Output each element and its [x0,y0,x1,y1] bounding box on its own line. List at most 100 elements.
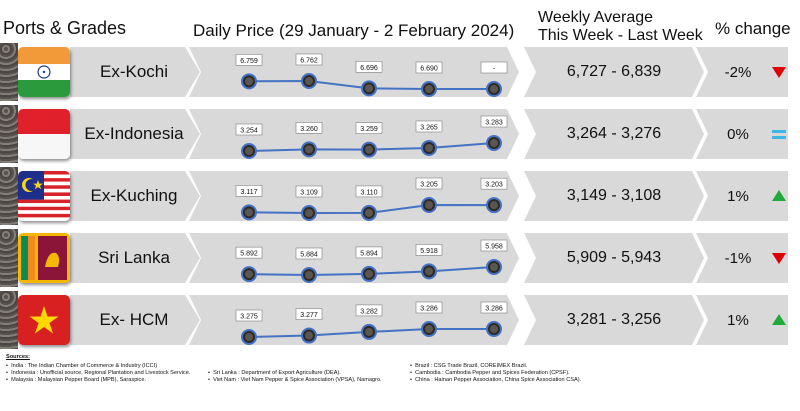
percent-change-value: 1% [727,311,749,329]
daily-price-header: Daily Price (29 January - 2 February 202… [193,21,515,40]
pepper-icon [245,147,253,155]
sources-col-3: • Brazil : CSG Trade Brazil, COREIMEX Br… [410,363,581,385]
pepper-background [0,105,18,163]
price-data-label: 3.254 [240,128,258,135]
source-item: • Cambodia : Cambodia Pepper and Spices … [410,370,570,377]
up-arrow-icon [772,314,786,325]
price-label-box [355,185,383,198]
name-banner [70,109,200,159]
pepper-icon [305,271,313,279]
price-label-box [355,304,383,317]
weekly-average-value: 3,264 - 3,276 [566,125,662,142]
price-label-box [415,244,443,256]
price-label-box [480,301,508,314]
price-row: Ex- HCM 3.275 3.277 3.282 3.286 3.286 3,281 - … [0,291,800,349]
percent-change-value: 0% [727,125,749,143]
pepper-icon [425,325,433,333]
pepper-icon [490,325,498,333]
source-item: • Brazil : CSG Trade Brazil, COREIMEX Br… [410,363,528,369]
pepper-background [0,229,18,287]
pepper-icon [305,77,313,85]
weekly-average-header: Weekly Average This Week - Last Week [538,9,703,45]
price-label-box [235,309,263,322]
source-item: • Indonesia : Unofficial source, Regiona… [6,370,191,377]
pepper-icon [490,139,498,147]
weekly-header-line2: This Week - Last Week [538,27,703,44]
ports-grades-header: Ports & Grades [3,18,127,38]
name-banner [70,295,200,345]
pepper-icon [305,145,313,154]
down-arrow-icon [772,67,786,78]
price-data-label: - [493,66,496,73]
price-label-box [415,177,443,190]
price-data-label: 5.892 [240,251,258,258]
pepper-icon [365,208,373,217]
name-banner [70,47,200,97]
pct-panel [696,233,788,283]
daily-price-chart: 3.117 3.109 3.110 3.205 3.203 [189,171,519,221]
pepper-background [0,291,18,349]
pct-panel [696,171,788,221]
port-grade-name: Ex-Indonesia [84,124,184,143]
pepper-icon [490,85,498,93]
pepper-icon [305,209,313,217]
source-item: • India : The Indian Chamber of Commerce… [6,363,158,369]
percent-change-value: 1% [727,187,749,205]
price-label-box [355,246,383,259]
india-flag [18,47,70,97]
name-banner [70,233,200,283]
pepper-icon [365,327,373,336]
price-label-box [355,122,383,134]
percent-change-value: -2% [724,63,752,81]
vietnam-flag [18,295,70,345]
weekly-panel [524,295,704,345]
price-row: Ex-Kuching 3.117 3.109 3.110 3.205 3.203 3,149… [0,167,800,225]
price-data-label: 6.690 [420,66,438,73]
price-data-label: 6.759 [240,58,258,65]
daily-price-chart: 3.254 3.260 3.259 3.265 3.283 [189,109,519,159]
price-data-label: 3.109 [300,190,318,197]
srilanka-flag [18,233,70,283]
price-label-box [235,185,263,197]
pepper-icon [490,201,498,210]
price-label-box [355,61,383,73]
pepper-icon [425,85,433,93]
price-data-label: 3.277 [300,312,318,319]
sources-col-1: • India : The Indian Chamber of Commerce… [6,363,190,385]
price-data-label: 3.286 [485,306,503,313]
weekly-average-value: 5,909 - 5,943 [566,249,662,266]
price-label-box [235,123,263,136]
price-data-label: 3.117 [241,189,258,196]
source-item: • Viet Nam : Viet Nam Pepper & Spice Ass… [208,377,382,384]
price-row: Ex-Indonesia 3.254 3.260 3.259 3.265 3.283 3,2… [0,105,800,163]
pepper-background [0,43,18,101]
price-label-box [415,120,443,133]
price-label-box [235,246,263,259]
pepper-icon [305,331,313,340]
percent-change-value: -1% [724,249,752,267]
equal-icon [772,130,786,139]
weekly-panel [524,109,704,159]
price-label-box [295,185,323,198]
port-grade-name: Ex- HCM [99,310,169,329]
pct-panel [696,47,788,97]
price-label-box [295,122,323,134]
weekly-average-value: 6,727 - 6,839 [566,63,662,80]
pepper-icon [365,269,373,278]
price-label-box [415,61,443,74]
pepper-icon [425,143,433,152]
price-data-label: 3.203 [485,182,503,189]
price-data-label: 3.265 [420,124,438,131]
sources-col-2: • Sri Lanka : Department of Export Agric… [208,370,382,384]
price-label-box [295,53,323,66]
port-grade-name: Sri Lanka [98,248,170,267]
price-label-box [295,308,323,320]
price-data-label: 5.894 [360,250,378,257]
percent-change-header: % change [715,19,791,38]
pepper-icon [425,201,433,209]
weekly-average-value: 3,281 - 3,256 [566,311,662,328]
name-banner [70,171,200,221]
weekly-panel [524,171,704,221]
price-data-label: 3.283 [485,120,503,127]
price-label-box [235,54,263,66]
